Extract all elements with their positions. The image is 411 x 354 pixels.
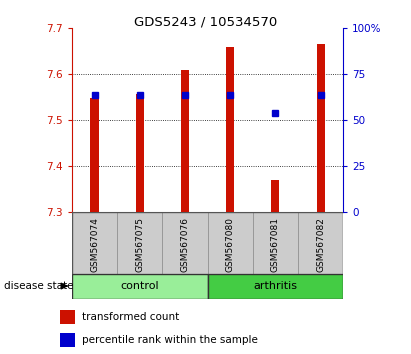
Bar (60, 310, 75, 324)
Bar (181, 70, 189, 212)
Text: arthritis: arthritis (253, 281, 298, 291)
Bar (226, 47, 234, 212)
Bar (271, 180, 279, 212)
Text: GSM567075: GSM567075 (135, 217, 144, 272)
Text: GSM567080: GSM567080 (226, 217, 235, 272)
Text: control: control (120, 281, 159, 291)
Bar (298, 212, 343, 274)
Text: GDS5243 / 10534570: GDS5243 / 10534570 (134, 16, 277, 29)
Bar (90, 98, 99, 212)
Bar (316, 45, 325, 212)
Bar (136, 94, 144, 212)
Bar (60, 333, 75, 347)
Text: GSM567076: GSM567076 (180, 217, 189, 272)
Bar (208, 212, 253, 274)
Bar (117, 212, 162, 274)
Bar (72, 274, 208, 299)
Text: GSM567081: GSM567081 (271, 217, 280, 272)
Text: disease state: disease state (4, 281, 74, 291)
Bar (208, 274, 343, 299)
Bar (253, 212, 298, 274)
Text: percentile rank within the sample: percentile rank within the sample (82, 335, 258, 345)
Text: GSM567074: GSM567074 (90, 217, 99, 272)
Text: transformed count: transformed count (82, 312, 179, 322)
Bar (162, 212, 208, 274)
Text: GSM567082: GSM567082 (316, 217, 325, 272)
Bar (72, 212, 117, 274)
